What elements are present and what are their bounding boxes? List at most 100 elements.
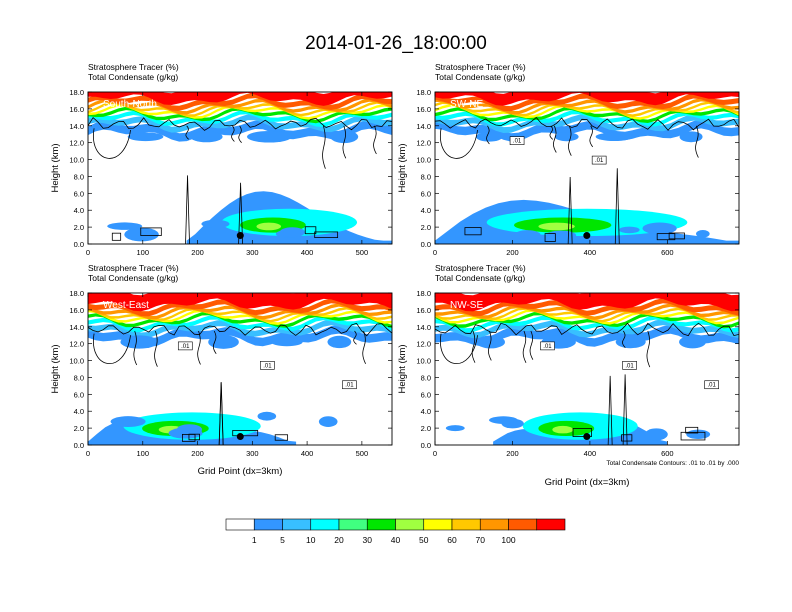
x-tick-label: 200 bbox=[191, 248, 204, 257]
subtitle-condensate: Total Condensate (g/kg) bbox=[88, 273, 178, 283]
y-tick-label: 16.0 bbox=[69, 105, 84, 114]
y-tick-label: 16.0 bbox=[416, 306, 431, 315]
contour-line bbox=[188, 433, 200, 441]
tracer-band-layer bbox=[88, 98, 392, 115]
tracer-patch bbox=[554, 132, 579, 142]
tracer-band-layer bbox=[435, 120, 739, 142]
plot-frame bbox=[434, 292, 740, 446]
panel-label: SW-NE bbox=[450, 99, 483, 110]
colorbar-swatch bbox=[282, 518, 312, 531]
contour-line bbox=[93, 333, 131, 365]
contour-line bbox=[197, 330, 201, 365]
tracer-band-layer bbox=[435, 315, 739, 333]
tracer-patch bbox=[679, 335, 707, 349]
y-tick-label: 6.0 bbox=[421, 390, 431, 399]
tracer-band-layer bbox=[435, 106, 739, 123]
y-axis-label: Height (km) bbox=[397, 143, 408, 192]
contour-label-box bbox=[622, 361, 637, 370]
x-axis-label: Grid Point (dx=3km) bbox=[545, 477, 630, 488]
colorbar-label: 20 bbox=[334, 535, 344, 545]
y-tick-label: 10.0 bbox=[69, 156, 84, 165]
contour-line bbox=[274, 434, 289, 441]
contour-line bbox=[646, 330, 651, 368]
tracer-band-layer bbox=[435, 303, 739, 320]
colorbar-swatch bbox=[479, 518, 509, 531]
colorbar-swatch bbox=[338, 518, 368, 531]
contour-line bbox=[133, 330, 138, 366]
tracer-band-layer bbox=[88, 114, 392, 133]
colorbar-swatch bbox=[395, 518, 425, 531]
contour-line bbox=[88, 322, 392, 337]
y-tick-label: 8.0 bbox=[74, 172, 84, 181]
contour-line bbox=[486, 125, 490, 145]
y-tick-label: 2.0 bbox=[421, 424, 431, 433]
panel-4: .01 .01 .01 NW-SE 0.0 2.0 4.0 6.0 8.0 10.0 12.0 14.… bbox=[397, 263, 740, 488]
x-tick-label: 300 bbox=[246, 248, 259, 257]
colorbar-label: 10 bbox=[306, 535, 316, 545]
contour-label-box bbox=[704, 380, 719, 390]
y-tick-label: 0.0 bbox=[74, 441, 84, 450]
x-tick-label: 0 bbox=[86, 248, 90, 257]
contour-label: .01 bbox=[181, 344, 190, 350]
contour-label-box bbox=[509, 136, 525, 145]
panel-label: NW-SE bbox=[450, 300, 483, 311]
tracer-patch bbox=[595, 132, 634, 142]
contour-line bbox=[622, 374, 628, 445]
contour-line bbox=[435, 322, 739, 337]
contour-label: .01 bbox=[707, 383, 716, 389]
tracer-patch bbox=[644, 428, 668, 441]
contour-line bbox=[622, 330, 626, 348]
contour-line bbox=[362, 330, 366, 364]
plot-frame bbox=[434, 91, 740, 245]
tracer-band-layer bbox=[88, 315, 392, 333]
colorbar-swatch bbox=[508, 518, 538, 531]
y-tick-label: 16.0 bbox=[416, 105, 431, 114]
tracer-patch bbox=[318, 416, 338, 427]
tracer-band-layer bbox=[88, 325, 392, 347]
x-tick-label: 400 bbox=[301, 449, 314, 458]
contour-label: .01 bbox=[513, 139, 522, 145]
y-tick-label: 14.0 bbox=[416, 323, 431, 332]
y-tick-label: 10.0 bbox=[416, 357, 431, 366]
y-tick-label: 4.0 bbox=[421, 206, 431, 215]
location-marker bbox=[236, 232, 244, 240]
subtitle-tracer: Stratosphere Tracer (%) bbox=[435, 62, 526, 72]
tracer-patch bbox=[514, 230, 541, 240]
contour-label-box bbox=[260, 361, 275, 370]
y-tick-label: 18.0 bbox=[69, 88, 84, 97]
y-tick-label: 12.0 bbox=[69, 340, 84, 349]
condensate-contours bbox=[435, 117, 739, 244]
contour-line bbox=[464, 227, 482, 236]
contour-footnote: Total Condensate Contours: .01 to .01 by… bbox=[606, 460, 739, 467]
colorbar-label: 1 bbox=[252, 535, 257, 545]
contour-line bbox=[185, 125, 189, 140]
contour-line bbox=[353, 330, 357, 345]
contour-line bbox=[218, 382, 224, 445]
x-axis-label: Grid Point (dx=3km) bbox=[198, 466, 283, 477]
contour-line bbox=[111, 232, 122, 241]
colorbar-swatch bbox=[366, 518, 396, 531]
subtitle-tracer: Stratosphere Tracer (%) bbox=[88, 263, 179, 273]
y-tick-label: 4.0 bbox=[74, 206, 84, 215]
tracer-band-layer bbox=[88, 319, 392, 339]
contour-line bbox=[140, 227, 162, 236]
plot-frame bbox=[87, 91, 393, 245]
tracer-patch bbox=[476, 131, 503, 142]
y-tick-label: 8.0 bbox=[74, 373, 84, 382]
tracer-band-layer bbox=[88, 303, 392, 320]
x-tick-label: 600 bbox=[661, 449, 674, 458]
contour-line bbox=[607, 375, 613, 445]
y-tick-label: 18.0 bbox=[416, 289, 431, 298]
plot-area-1 bbox=[88, 92, 392, 244]
tracer-band-layer bbox=[435, 110, 739, 127]
x-tick-label: 0 bbox=[433, 248, 437, 257]
tracer-patch bbox=[246, 130, 292, 143]
y-tick-label: 2.0 bbox=[74, 424, 84, 433]
y-axis-label: Height (km) bbox=[397, 344, 408, 393]
contour-line bbox=[656, 233, 676, 241]
tracer-band-layer bbox=[88, 92, 392, 106]
plot-area-3: .01 .01 .01 bbox=[88, 293, 392, 445]
tracer-patch bbox=[330, 130, 359, 144]
tracer-patch bbox=[271, 337, 303, 347]
contour-label-box bbox=[540, 341, 555, 351]
